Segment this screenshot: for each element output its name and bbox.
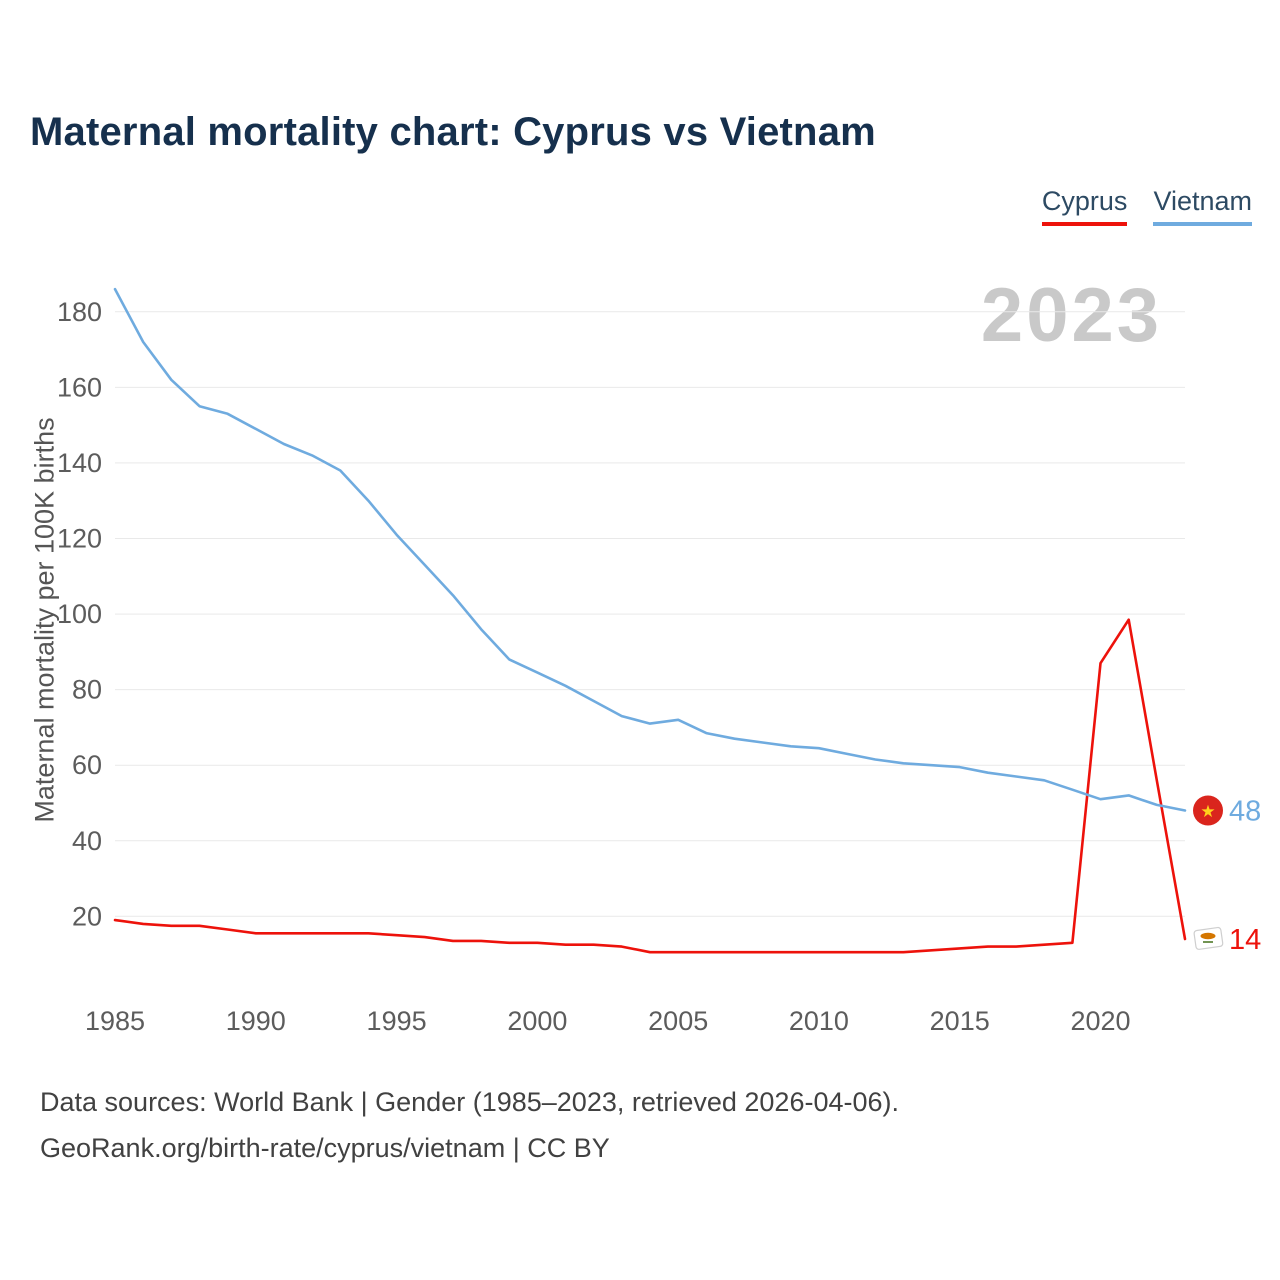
series-line-cyprus bbox=[113, 618, 1187, 954]
y-tick-label: 140 bbox=[57, 448, 102, 478]
legend-item-vietnam[interactable]: Vietnam bbox=[1153, 186, 1252, 226]
legend-item-cyprus[interactable]: Cyprus bbox=[1041, 186, 1128, 226]
x-tick-label: 2015 bbox=[930, 1006, 990, 1036]
y-tick-label: 180 bbox=[57, 297, 102, 327]
x-tick-label: 2020 bbox=[1070, 1006, 1130, 1036]
series-line-vietnam bbox=[113, 287, 1187, 812]
footer-sources: Data sources: World Bank | Gender (1985–… bbox=[40, 1087, 900, 1117]
y-tick-label: 120 bbox=[57, 524, 102, 554]
x-tick-label: 1995 bbox=[367, 1006, 427, 1036]
y-tick-label: 100 bbox=[57, 599, 102, 629]
legend-label-cyprus: Cyprus bbox=[1041, 186, 1128, 216]
vietnam-flag-star-icon: ★ bbox=[1200, 802, 1215, 822]
legend-label-vietnam: Vietnam bbox=[1153, 186, 1252, 216]
end-value-label-cyprus: 14 bbox=[1229, 924, 1261, 956]
x-tick-label: 2010 bbox=[789, 1006, 849, 1036]
x-tick-label: 1990 bbox=[226, 1006, 286, 1036]
vietnam-flag-icon bbox=[1193, 795, 1223, 826]
year-watermark: 2023 bbox=[980, 273, 1162, 358]
x-tick-label: 1985 bbox=[85, 1006, 145, 1036]
y-tick-label: 40 bbox=[72, 826, 102, 856]
legend: Cyprus Vietnam bbox=[1041, 186, 1252, 226]
cyprus-flag-island-icon bbox=[1200, 932, 1216, 940]
x-tick-label: 2005 bbox=[648, 1006, 708, 1036]
footer-attribution: GeoRank.org/birth-rate/cyprus/vietnam | … bbox=[40, 1132, 610, 1163]
chart-canvas: 20 40 60 80 100 120 140 160 180 1985 1990 1995 2000 2… bbox=[57, 287, 1261, 1036]
y-tick-label: 80 bbox=[72, 675, 102, 705]
y-tick-label: 20 bbox=[72, 901, 102, 931]
x-tick-label: 2000 bbox=[507, 1006, 567, 1036]
page-title: Maternal mortality chart: Cyprus vs Viet… bbox=[30, 110, 876, 154]
end-value-label-vietnam: 48 bbox=[1229, 796, 1261, 828]
footer: Data sources: World Bank | Gender (1985–… bbox=[40, 1080, 899, 1172]
y-tick-label: 160 bbox=[57, 372, 102, 402]
y-tick-label: 60 bbox=[72, 750, 102, 780]
